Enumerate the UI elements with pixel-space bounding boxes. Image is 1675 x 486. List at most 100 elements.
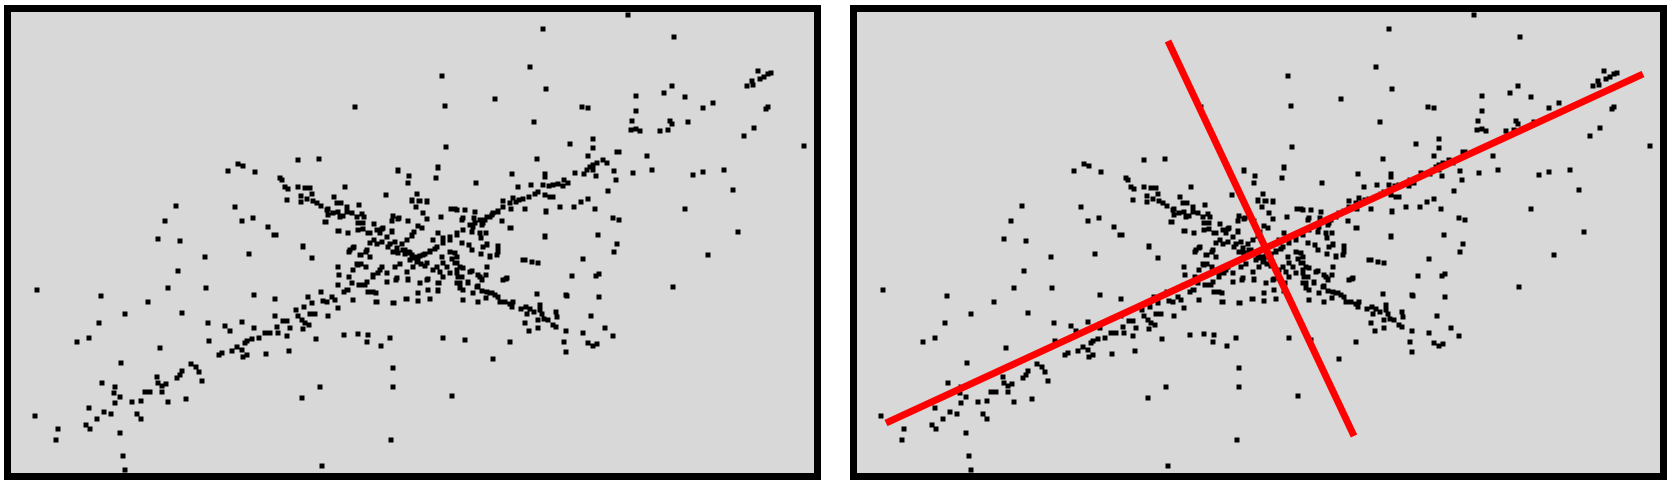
data-point (1385, 311, 1391, 317)
data-point (1441, 232, 1447, 238)
data-point (385, 244, 391, 250)
data-point (443, 144, 449, 150)
data-point (229, 348, 235, 354)
data-point (1442, 294, 1448, 300)
data-point (1225, 239, 1231, 245)
data-point (295, 157, 301, 163)
data-point (560, 183, 566, 189)
data-point (1479, 126, 1485, 132)
data-point (1345, 218, 1351, 224)
data-point (1182, 272, 1188, 278)
data-point (1213, 254, 1219, 260)
data-point (1233, 335, 1239, 341)
data-point (1306, 265, 1312, 271)
data-point (1181, 228, 1187, 234)
data-point (1366, 257, 1372, 263)
data-point (721, 167, 727, 173)
data-point (1426, 256, 1432, 262)
data-point (508, 225, 514, 231)
data-point (1164, 203, 1170, 209)
data-point (984, 416, 990, 422)
data-point (342, 184, 348, 190)
data-point (363, 264, 369, 270)
data-point (424, 260, 430, 266)
data-point (1220, 241, 1226, 247)
data-point (1323, 274, 1329, 280)
data-point (1300, 232, 1306, 238)
data-point (1516, 284, 1522, 290)
data-point (749, 78, 755, 84)
data-point (1343, 299, 1349, 305)
data-point (475, 299, 481, 305)
scatter-panel-with-axes (850, 5, 1667, 480)
data-point (494, 252, 500, 258)
data-point (1315, 247, 1321, 253)
data-point (1211, 332, 1217, 338)
data-point (1045, 378, 1051, 384)
data-point (120, 453, 126, 459)
data-point (435, 287, 441, 293)
data-point (324, 207, 330, 213)
data-point (388, 437, 394, 443)
data-point (700, 169, 706, 175)
data-point (406, 173, 412, 179)
data-point (350, 297, 356, 303)
data-point (539, 311, 545, 317)
data-point (947, 409, 953, 415)
data-point (1318, 209, 1324, 215)
data-point (1462, 217, 1468, 223)
data-point (1243, 261, 1249, 267)
data-point (483, 272, 489, 278)
data-point (1108, 330, 1114, 336)
data-point (933, 426, 939, 432)
data-point (377, 230, 383, 236)
data-point (262, 330, 268, 336)
data-point (427, 248, 433, 254)
data-point (337, 214, 343, 220)
data-point (1081, 161, 1087, 167)
data-point (457, 285, 463, 291)
data-point (1152, 322, 1158, 328)
data-point (1236, 213, 1242, 219)
data-point (472, 220, 478, 226)
data-point (1160, 200, 1166, 206)
data-point (145, 299, 151, 305)
data-point (325, 313, 331, 319)
data-point (1439, 173, 1445, 179)
data-point (1388, 174, 1394, 180)
data-point (1436, 136, 1442, 142)
data-point (399, 241, 405, 247)
data-point (610, 333, 616, 339)
data-point (1386, 182, 1392, 188)
data-point (1120, 324, 1126, 330)
data-point (1338, 292, 1344, 298)
data-point (1300, 270, 1306, 276)
data-point (1457, 249, 1463, 255)
data-point (334, 200, 340, 206)
data-point (585, 196, 591, 202)
data-point (1336, 356, 1342, 362)
data-point (1383, 302, 1389, 308)
data-point (206, 338, 212, 344)
data-point (661, 90, 667, 96)
data-point (492, 96, 498, 102)
data-point (1286, 260, 1292, 266)
data-point (196, 369, 202, 375)
data-point (479, 222, 485, 228)
data-point (474, 284, 480, 290)
data-point (405, 277, 411, 283)
data-point (595, 232, 601, 238)
data-point (387, 241, 393, 247)
data-point (1216, 274, 1222, 280)
data-point (1285, 73, 1291, 79)
data-point (535, 317, 541, 323)
data-point (1170, 299, 1176, 305)
data-point (466, 242, 472, 248)
data-point (452, 250, 458, 256)
data-point (528, 182, 534, 188)
data-point (1236, 384, 1242, 390)
data-point (1102, 335, 1108, 341)
data-point (317, 384, 323, 390)
data-point (86, 335, 92, 341)
data-point (272, 296, 278, 302)
